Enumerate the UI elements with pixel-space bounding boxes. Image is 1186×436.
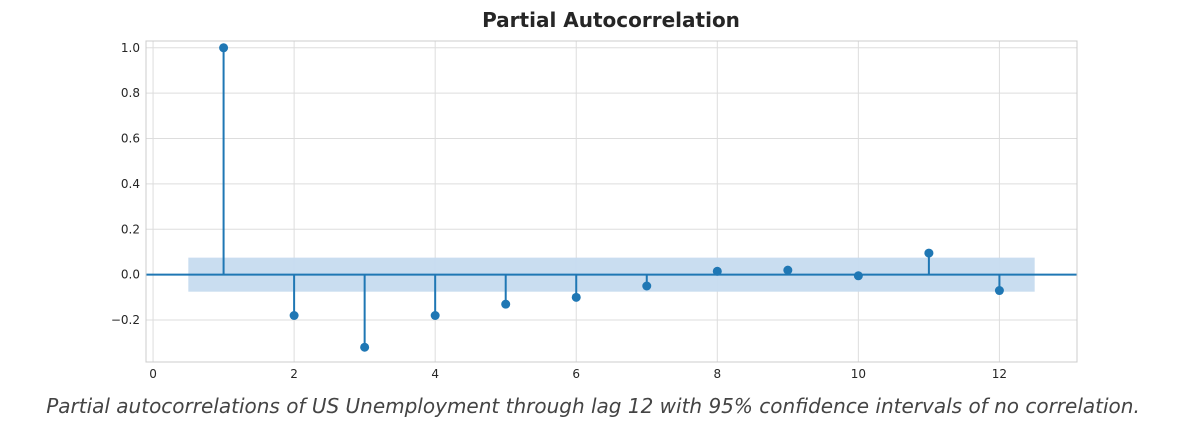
- stem-marker: [853, 271, 863, 281]
- stem-marker: [219, 43, 229, 53]
- stem-marker: [924, 248, 934, 258]
- x-tick-label: 12: [992, 367, 1007, 381]
- stem-marker: [360, 342, 370, 352]
- x-tick-label: 4: [431, 367, 439, 381]
- stem-marker: [571, 292, 581, 302]
- y-tick-label: 0.2: [121, 222, 140, 236]
- chart-title: Partial Autocorrelation: [482, 8, 740, 32]
- x-tick-label: 6: [572, 367, 580, 381]
- plot-background: [146, 41, 1077, 362]
- y-tick-label: 0.8: [121, 86, 140, 100]
- y-tick-label: 1.0: [121, 41, 140, 55]
- x-tick-label: 8: [713, 367, 721, 381]
- stem-marker: [712, 266, 722, 276]
- x-tick-label: 10: [851, 367, 866, 381]
- stem-marker: [430, 310, 440, 320]
- stem-marker: [783, 265, 793, 275]
- stem-marker: [501, 299, 511, 309]
- plot-area: 0 2 4 6 8 10 12 −0.2 0.0 0.2 0.4 0.6 0.8 1.0: [111, 40, 1078, 381]
- y-tick-label: 0.0: [121, 268, 140, 282]
- y-tick-label: −0.2: [111, 313, 140, 327]
- plot-frame: [145, 40, 1078, 363]
- y-tick-label: 0.4: [121, 177, 140, 191]
- pacf-chart: Partial Autocorrelation 0 2 4 6 8 10 12 −0.2 0.0…: [111, 8, 1078, 381]
- x-tick-label: 2: [290, 367, 298, 381]
- y-tick-label: 0.6: [121, 132, 140, 146]
- figure-caption: Partial autocorrelations of US Unemploym…: [46, 394, 1140, 418]
- stem-marker: [289, 310, 299, 320]
- x-tick-label: 0: [149, 367, 157, 381]
- stem-marker: [994, 286, 1004, 296]
- stem-marker: [642, 281, 652, 291]
